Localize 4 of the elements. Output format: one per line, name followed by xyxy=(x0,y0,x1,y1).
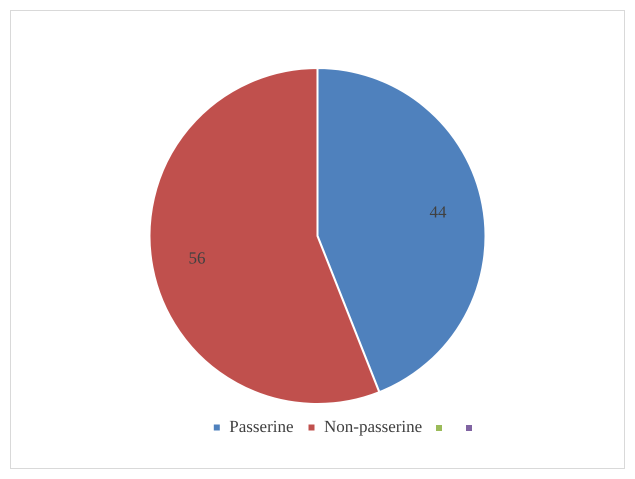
legend-label: Passerine xyxy=(229,416,294,436)
legend-label: Non-passerine xyxy=(324,416,422,436)
data-label: 44 xyxy=(429,202,447,222)
data-label: 56 xyxy=(188,248,206,268)
